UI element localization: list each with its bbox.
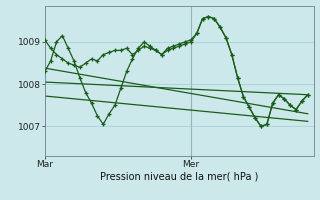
X-axis label: Pression niveau de la mer( hPa ): Pression niveau de la mer( hPa ) xyxy=(100,172,258,182)
